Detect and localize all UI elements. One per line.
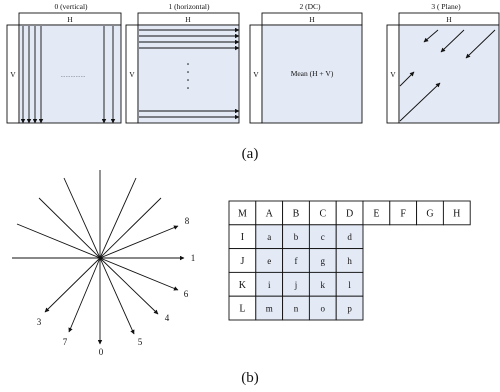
- mode-3-top-label: H: [446, 15, 452, 24]
- spoke-upper-right-2: [99, 197, 162, 259]
- spoke-upper-right-1: [99, 177, 137, 259]
- direction-label-6: 6: [184, 289, 189, 299]
- grid-label-f: f: [295, 256, 298, 266]
- grid-label-a: a: [267, 232, 271, 242]
- arrow-4: [99, 257, 159, 315]
- mode-0-top-label: H: [67, 15, 73, 24]
- arrow-7: [68, 257, 101, 333]
- mode-1-horizontal: 1 (horizontal) H V: [125, 2, 240, 124]
- grid-label-D: D: [346, 208, 353, 219]
- grid-label-h: h: [347, 256, 352, 266]
- arrow-6: [99, 257, 179, 291]
- mode-2-block: [261, 24, 363, 124]
- mode-1-top-label: H: [185, 15, 191, 24]
- grid-label-C: C: [319, 208, 326, 219]
- mode-1-arrows: [139, 27, 240, 120]
- grid-label-F: F: [400, 208, 406, 219]
- panel-b-label: (b): [241, 370, 259, 386]
- direction-label-1: 1: [191, 253, 196, 263]
- direction-label-8: 8: [185, 216, 190, 226]
- grid-cell-p: [335, 295, 364, 321]
- grid-cell-H: [442, 200, 471, 226]
- mode-1-block: [137, 24, 240, 124]
- grid-label-i: i: [268, 280, 271, 290]
- grid-label-L: L: [239, 304, 245, 315]
- direction-label-7: 7: [63, 337, 68, 347]
- grid-label-H: H: [453, 208, 460, 219]
- grid-label-d: d: [347, 232, 352, 242]
- grid-label-l: l: [348, 280, 351, 290]
- panel-a-prediction-modes: 0 (vertical) H V …………… 1 (horizontal) H …: [6, 2, 500, 162]
- grid-label-m: m: [266, 304, 273, 314]
- arrow-5: [99, 257, 135, 335]
- mode-0-arrows: [20, 26, 116, 124]
- mode-3-side-label: V: [390, 70, 396, 79]
- grid-label-A: A: [266, 208, 274, 219]
- pixel-grid: M A B C D E F G H I a b c d J e f g h K i j k l L m n o p: [228, 200, 471, 321]
- grid-label-e: e: [267, 256, 271, 266]
- mode-1-side-label: V: [129, 70, 135, 79]
- panel-a-label: (a): [242, 146, 259, 162]
- spoke-upper-left-2: [38, 197, 101, 259]
- mode-0-vertical: 0 (vertical) H V ……………: [6, 2, 122, 124]
- spoke-upper-left-1: [63, 177, 101, 259]
- direction-label-4: 4: [165, 313, 170, 323]
- mode-0-dots: ……………: [61, 74, 86, 79]
- mode-2-side-label: V: [253, 70, 259, 79]
- mode-3-title: 3 ( Plane): [431, 2, 461, 11]
- grid-label-E: E: [373, 208, 379, 219]
- arrow-3: [44, 257, 101, 313]
- mode-2-mean-label: Mean (H + V): [291, 69, 334, 78]
- direction-label-0: 0: [99, 347, 104, 357]
- mode-0-title: 0 (vertical): [54, 2, 88, 11]
- arrow-8: [99, 225, 179, 259]
- grid-label-j: j: [294, 280, 298, 290]
- grid-label-b: b: [294, 232, 299, 242]
- direction-labels: 8 1 6 4 5 0 7 3: [37, 216, 196, 357]
- grid-label-K: K: [239, 280, 247, 291]
- grid-label-I: I: [241, 232, 244, 243]
- grid-label-k: k: [321, 280, 326, 290]
- mode-2-top-label: H: [309, 15, 315, 24]
- grid-label-c: c: [321, 232, 325, 242]
- mode-3-plane: 3 ( Plane) H V: [386, 2, 500, 124]
- grid-label-n: n: [294, 304, 299, 314]
- grid-label-J: J: [240, 256, 244, 267]
- spoke-upper-left-3: [16, 223, 101, 259]
- direction-star: [12, 170, 185, 345]
- grid-label-p: p: [347, 304, 352, 314]
- mode-1-title: 1 (horizontal): [168, 2, 210, 11]
- grid-label-M: M: [238, 208, 247, 219]
- grid-label-B: B: [293, 208, 300, 219]
- mode-0-side-label: V: [10, 70, 16, 79]
- grid-label-o: o: [321, 304, 326, 314]
- mode-1-dots: [187, 63, 189, 89]
- mode-2-title: 2 (DC): [299, 2, 321, 11]
- direction-label-3: 3: [37, 317, 42, 327]
- direction-label-5: 5: [138, 337, 143, 347]
- grid-label-G: G: [426, 208, 433, 219]
- mode-3-arrows: [399, 29, 496, 122]
- mode-2-dc: 2 (DC) H V Mean (H + V): [249, 2, 363, 124]
- grid-label-g: g: [321, 256, 326, 266]
